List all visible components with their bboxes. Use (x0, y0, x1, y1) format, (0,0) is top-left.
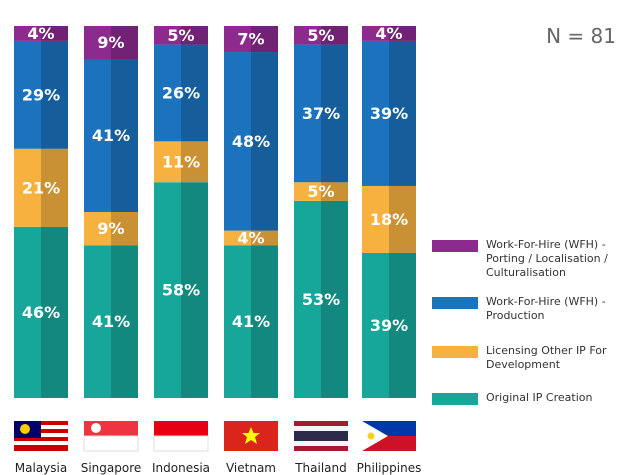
bar-segment (294, 182, 348, 201)
bar-shade (111, 26, 138, 398)
bar-segment (84, 26, 138, 60)
x-tick-label: Thailand (294, 461, 347, 475)
value-label: 37% (302, 104, 340, 123)
bar-segment (84, 212, 138, 246)
legend-swatch (432, 346, 478, 358)
flag-thailand (294, 421, 348, 451)
bar-shade (251, 26, 278, 398)
value-label: 5% (167, 26, 194, 45)
flag-malaysia (14, 421, 68, 451)
legend-label: Work-For-Hire (WFH) - Production (486, 295, 606, 322)
x-tick-label: Indonesia (152, 461, 210, 475)
bar-segment (154, 141, 208, 183)
value-label: 53% (302, 290, 340, 309)
x-tick-label: Singapore (81, 461, 142, 475)
bar-segment (362, 40, 416, 186)
value-label: 21% (22, 178, 60, 197)
value-label: 41% (232, 312, 270, 331)
value-label: 46% (22, 303, 60, 322)
value-label: 9% (97, 219, 124, 238)
bar-segment (294, 200, 348, 398)
bar-segment (224, 26, 278, 53)
bar-segment (154, 182, 208, 398)
bar-segment (362, 26, 416, 41)
bar-segment (362, 185, 416, 253)
bar-shade (321, 26, 348, 398)
legend-label: Work-For-Hire (WFH) - Porting / Localisa… (486, 238, 608, 279)
bar-segment (294, 44, 348, 183)
value-label: 4% (237, 229, 264, 248)
bar-segment (224, 245, 278, 398)
value-label: 41% (92, 126, 130, 145)
x-tick-label: Malaysia (15, 461, 67, 475)
bar-shade (181, 26, 208, 398)
bar-segment (294, 26, 348, 45)
value-label: 18% (370, 210, 408, 229)
legend-swatch (432, 393, 478, 405)
bar-shade (389, 26, 416, 398)
legend-swatch (432, 297, 478, 309)
value-label: 39% (370, 104, 408, 123)
value-label: 39% (370, 316, 408, 335)
value-label: 26% (162, 83, 200, 102)
bar-segment (362, 252, 416, 398)
bar-segment (14, 26, 68, 41)
value-label: 5% (307, 182, 334, 201)
bar-segment (154, 26, 208, 45)
value-label: 9% (97, 33, 124, 52)
flag-philippines (362, 421, 416, 451)
flag-indonesia (153, 421, 209, 452)
bar-segment (14, 40, 68, 149)
bar-segment (224, 52, 278, 231)
bar-segment (14, 148, 68, 227)
value-label: 4% (27, 24, 54, 43)
flag-vietnam (224, 421, 278, 451)
annotation: N = 81 (546, 24, 616, 48)
x-tick-label: Philippines (357, 461, 422, 475)
value-label: 5% (307, 26, 334, 45)
legend-swatch (432, 240, 478, 252)
value-label: 48% (232, 132, 270, 151)
value-label: 41% (92, 312, 130, 331)
value-label: 58% (162, 281, 200, 300)
flags (14, 421, 416, 452)
bar-segment (84, 245, 138, 398)
x-tick-label: Vietnam (226, 461, 276, 475)
flag-singapore (83, 421, 139, 452)
bar-segment (84, 59, 138, 213)
bar-segment (154, 44, 208, 142)
legend-label: Licensing Other IP For Development (486, 344, 607, 371)
value-label: 29% (22, 85, 60, 104)
value-label: 4% (375, 24, 402, 43)
value-label: 7% (237, 30, 264, 49)
legend-label: Original IP Creation (486, 391, 593, 404)
value-label: 11% (162, 152, 200, 171)
bar-segment (224, 230, 278, 246)
bar-shade (41, 26, 68, 398)
bar-segment (14, 226, 68, 398)
